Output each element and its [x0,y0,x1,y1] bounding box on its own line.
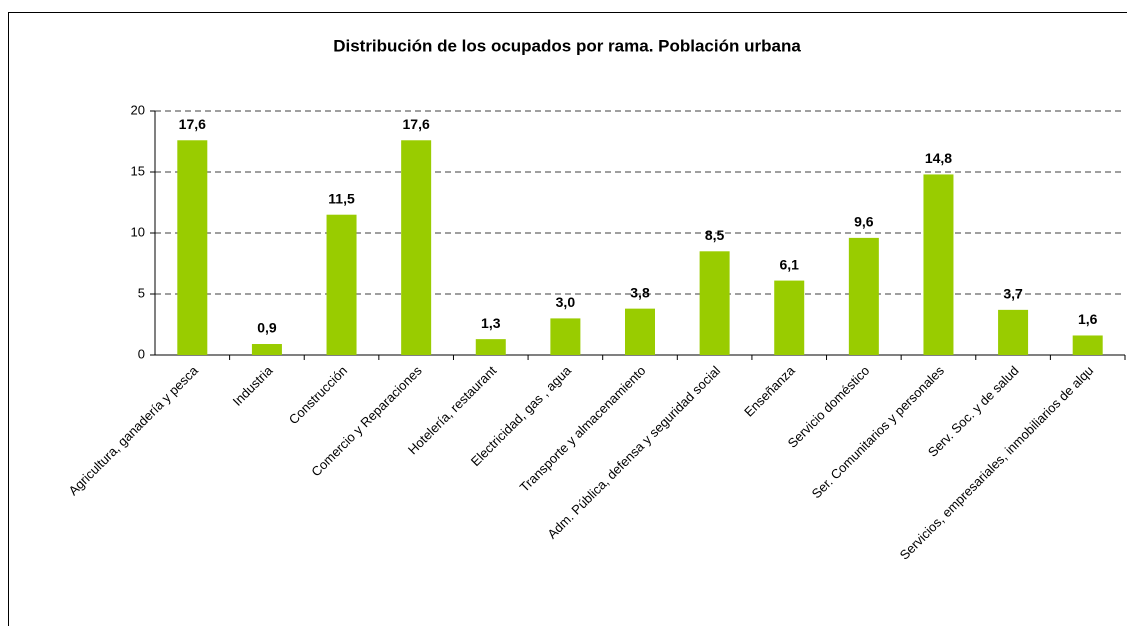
value-label: 1,6 [1078,311,1098,327]
value-label: 3,8 [630,284,650,300]
bar [326,214,357,355]
value-label: 1,3 [481,315,501,331]
value-label: 8,5 [705,227,725,243]
bar [699,251,730,355]
y-tick-label: 0 [138,346,145,361]
y-tick-label: 15 [131,163,145,178]
bar [401,140,432,355]
bar [1072,335,1103,355]
value-label: 14,8 [925,150,952,166]
bar [251,344,282,355]
bar [550,318,581,355]
bar [774,280,805,355]
bar [475,339,506,355]
value-label: 17,6 [403,116,430,132]
value-label: 6,1 [779,256,799,272]
value-label: 3,0 [556,294,576,310]
y-tick-label: 5 [138,285,145,300]
y-tick-label: 10 [131,224,145,239]
bar [998,309,1029,355]
bar [177,140,208,355]
chart-title: Distribución de los ocupados por rama. P… [333,36,801,55]
value-label: 3,7 [1003,286,1023,302]
y-tick-label: 20 [131,102,145,117]
value-label: 0,9 [257,320,277,336]
value-label: 11,5 [328,190,355,206]
bar [848,237,879,355]
value-label: 17,6 [179,116,206,132]
bar [625,308,655,355]
bar [923,174,954,355]
value-label: 9,6 [854,214,874,230]
